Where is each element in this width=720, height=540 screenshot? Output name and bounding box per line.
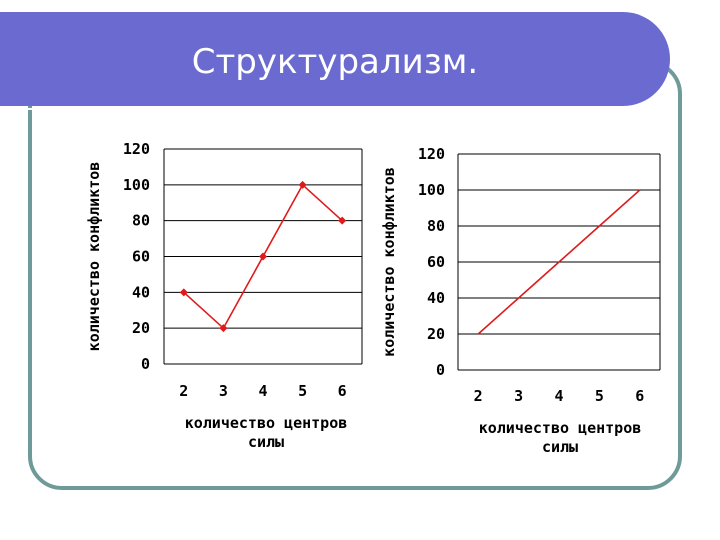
data-point (259, 252, 267, 261)
x-axis-title-line: силы (542, 438, 578, 456)
x-tick-label: 6 (338, 382, 347, 400)
y-tick-label: 60 (427, 253, 445, 271)
y-tick-label: 100 (123, 176, 150, 194)
x-tick-label: 6 (635, 387, 644, 405)
data-point (219, 324, 228, 333)
y-tick-label: 120 (418, 145, 445, 163)
title-banner: Структурализм. (0, 12, 670, 110)
x-tick-label: 2 (474, 387, 483, 405)
x-tick-label: 4 (258, 382, 267, 400)
x-axis-title-line: количество центров (479, 419, 642, 437)
y-tick-label: 40 (132, 283, 150, 301)
x-tick-label: 4 (554, 387, 563, 405)
slide-frame (28, 60, 682, 490)
y-axis-title: количество конфликтов (380, 167, 398, 357)
y-axis-title: количество конфликтов (85, 162, 103, 352)
x-tick-label: 3 (219, 382, 228, 400)
y-tick-label: 40 (427, 289, 445, 307)
data-point (179, 288, 188, 297)
y-tick-label: 100 (418, 181, 445, 199)
x-tick-label: 5 (298, 382, 307, 400)
x-tick-label: 3 (514, 387, 523, 405)
y-tick-label: 80 (427, 217, 445, 235)
data-point (298, 180, 307, 189)
y-tick-label: 0 (141, 355, 150, 373)
y-tick-label: 0 (436, 361, 445, 379)
x-tick-label: 5 (595, 387, 604, 405)
data-point (338, 216, 347, 225)
slide-title: Структурализм. (191, 42, 479, 82)
y-tick-label: 20 (427, 325, 445, 343)
series-line (477, 189, 641, 335)
title-underline (0, 108, 640, 110)
y-tick-label: 120 (123, 140, 150, 158)
x-axis-title-line: количество центров (185, 414, 348, 432)
x-axis-title-line: силы (248, 433, 284, 451)
y-tick-label: 80 (132, 212, 150, 230)
y-tick-label: 20 (132, 319, 150, 337)
x-tick-label: 2 (179, 382, 188, 400)
y-tick-label: 60 (132, 248, 150, 266)
